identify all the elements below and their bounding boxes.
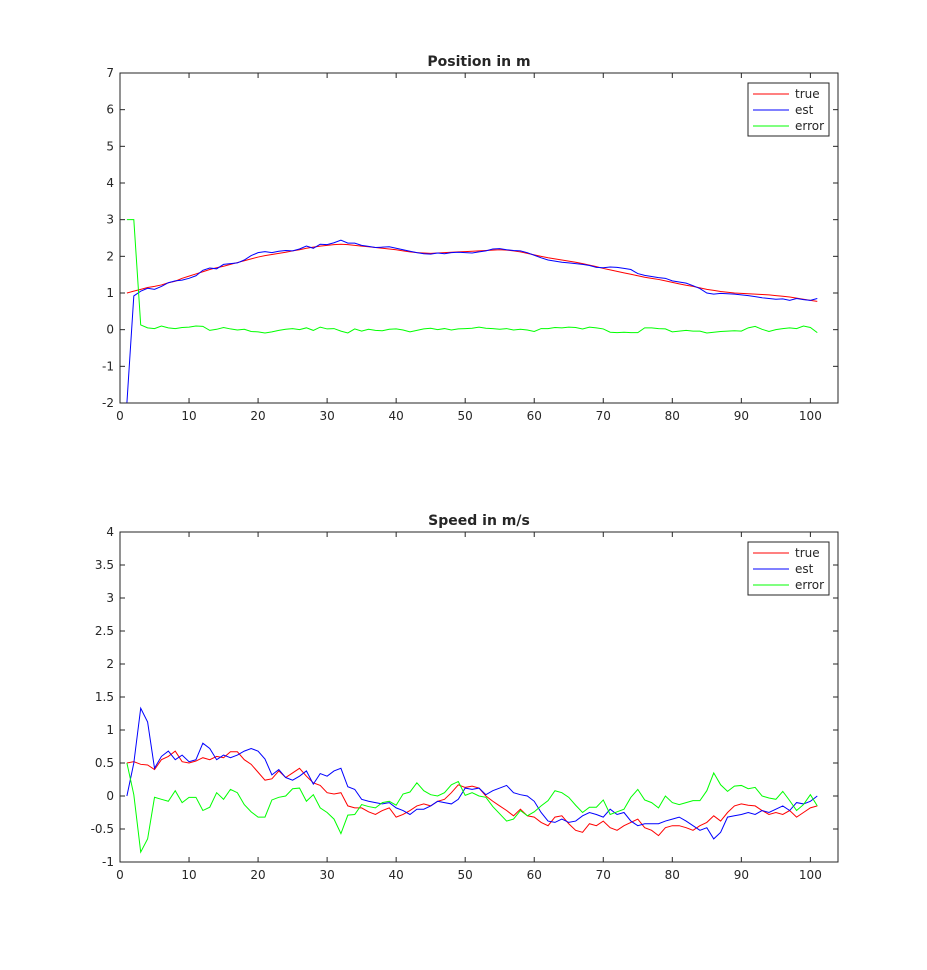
position-series-est-line [126, 239, 818, 403]
position-y-tick-label: 6 [106, 103, 114, 117]
speed-y-tick-label: 0.5 [95, 756, 114, 770]
speed-y-tick-label: 2.5 [95, 624, 114, 638]
speed-y-tick-label: 2 [106, 657, 114, 671]
speed-y-tick-label: 1 [106, 723, 114, 737]
speed-y-tick-label: 3 [106, 591, 114, 605]
position-y-tick-label: 1 [106, 286, 114, 300]
position-chart-title: Position in m [427, 54, 530, 70]
position-x-tick-label: 60 [527, 409, 542, 423]
speed-y-tick-label: 4 [106, 525, 114, 539]
position-chart: 0 10 20 30 40 50 60 70 80 90 100 -2 -1 0 1 2 3 4 5 6 7 Positi… [102, 54, 839, 423]
speed-series-est-line [126, 706, 818, 840]
position-x-tick-label: 90 [734, 409, 749, 423]
speed-y-tick-label: -1 [102, 855, 114, 869]
speed-y-tick-label: 3.5 [95, 558, 114, 572]
speed-x-tick-label: 60 [527, 868, 542, 882]
speed-x-tick-label: 10 [181, 868, 196, 882]
speed-y-tick-label: 0 [106, 789, 114, 803]
position-y-tick-label: 5 [106, 139, 114, 153]
speed-x-tick-label: 80 [665, 868, 680, 882]
speed-axes-box [119, 531, 839, 863]
speed-x-tick-label: 100 [799, 868, 822, 882]
position-x-tick-label: 100 [799, 409, 822, 423]
speed-series-error-line [126, 762, 818, 854]
position-legend-label-error: error [795, 119, 824, 133]
speed-legend-label-error: error [795, 578, 824, 592]
speed-legend-label-true: true [795, 546, 820, 560]
position-y-tick-label: -2 [102, 396, 114, 410]
speed-x-tick-label: 0 [116, 868, 124, 882]
position-axes-box [119, 72, 839, 404]
position-x-tick-label: 50 [458, 409, 473, 423]
speed-y-tick-label: -0.5 [91, 822, 114, 836]
speed-y-tick-label: 1.5 [95, 690, 114, 704]
speed-chart-title: Speed in m/s [428, 513, 530, 529]
position-legend-label-est: est [795, 103, 814, 117]
speed-plot-area [120, 532, 838, 862]
speed-x-tick-label: 50 [458, 868, 473, 882]
position-y-tick-label: 4 [106, 176, 114, 190]
position-y-tick-label: 2 [106, 249, 114, 263]
position-y-tick-label: 3 [106, 213, 114, 227]
speed-legend: true est error [747, 541, 830, 596]
speed-x-tick-label: 90 [734, 868, 749, 882]
position-legend: true est error [747, 82, 830, 137]
position-x-tick-label: 10 [181, 409, 196, 423]
position-x-tick-label: 80 [665, 409, 680, 423]
position-x-tick-label: 0 [116, 409, 124, 423]
speed-x-tick-label: 70 [596, 868, 611, 882]
position-y-tick-label: -1 [102, 359, 114, 373]
speed-x-tick-label: 20 [250, 868, 265, 882]
position-x-tick-label: 30 [319, 409, 334, 423]
speed-series-true-line [126, 750, 818, 837]
position-series-error-line [126, 219, 818, 334]
position-x-tick-label: 20 [250, 409, 265, 423]
position-x-tick-label: 70 [596, 409, 611, 423]
position-y-tick-label: 7 [106, 66, 114, 80]
speed-chart: 0 10 20 30 40 50 60 70 80 90 100 -1 -0.5 0 0.5 1 1.5 2 2.5… [91, 513, 839, 882]
position-legend-label-true: true [795, 87, 820, 101]
speed-x-tick-label: 30 [319, 868, 334, 882]
speed-legend-label-est: est [795, 562, 814, 576]
position-y-tick-label: 0 [106, 323, 114, 337]
position-x-tick-label: 40 [389, 409, 404, 423]
position-plot-area [120, 73, 838, 403]
speed-x-tick-label: 40 [389, 868, 404, 882]
